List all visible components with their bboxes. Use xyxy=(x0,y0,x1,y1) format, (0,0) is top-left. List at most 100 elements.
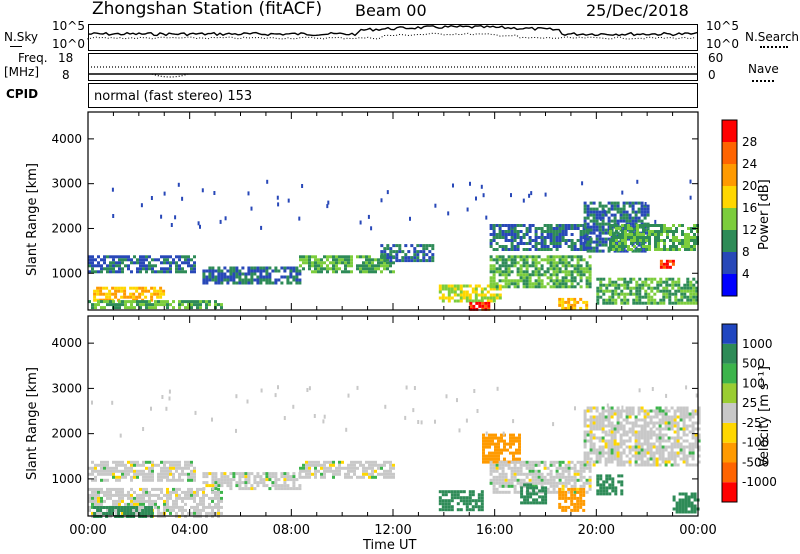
power-region-5 xyxy=(380,244,435,263)
nsky-panel xyxy=(88,24,698,51)
power-scatter xyxy=(111,179,692,232)
freq-label-1: Freq. xyxy=(18,51,48,65)
colorbar-tick-label: 24 xyxy=(742,157,757,171)
colorbar-tick-label: 16 xyxy=(742,201,757,215)
colorbar-tick-label: -1000 xyxy=(742,475,777,489)
velocity-ylabel: Slant Range [km] xyxy=(25,367,40,480)
velocity-region-4 xyxy=(299,460,395,479)
colorbar-tick-label: 1000 xyxy=(742,337,773,351)
date-label: 25/Dec/2018 xyxy=(586,1,689,20)
colorbar-segment xyxy=(722,403,737,423)
nave-tick-low: 0 xyxy=(708,68,716,82)
velocity-region-3 xyxy=(202,472,302,491)
velocity-region-11 xyxy=(596,474,624,496)
nsky-legend-line xyxy=(10,46,22,47)
velocity-region-5 xyxy=(438,490,484,512)
velocity-region-7 xyxy=(489,460,592,494)
nave-tick-high: 60 xyxy=(708,51,724,65)
colorbar-tick-label: 500 xyxy=(742,357,765,371)
colorbar-segment xyxy=(722,482,737,502)
nave-legend-line xyxy=(752,80,774,82)
colorbar-segment xyxy=(722,120,737,142)
colorbar-tick-label: 4 xyxy=(742,267,750,281)
cpid-text: normal (fast stereo) 153 xyxy=(94,89,253,104)
freq-label-2: [MHz] xyxy=(4,65,40,79)
colorbar-frame xyxy=(721,119,738,297)
y-tick-label: 4000 xyxy=(51,336,82,350)
power-colorbar-label: Power [dB] xyxy=(757,179,772,250)
x-tick-label: 08:00 xyxy=(273,523,310,538)
nsearch-trace xyxy=(87,32,697,40)
velocity-region-10 xyxy=(583,406,701,467)
colorbar-tick-label: 12 xyxy=(742,223,757,237)
nsky-tick-high: 10^5 xyxy=(52,19,85,33)
colorbar-segment xyxy=(722,363,737,384)
power-region-1 xyxy=(93,286,166,302)
freq-tick-high: 18 xyxy=(58,51,74,65)
colorbar-segment xyxy=(722,324,737,344)
colorbar-segment xyxy=(722,343,737,364)
nsearch-tick-high: 10^5 xyxy=(706,19,739,33)
colorbar-segment xyxy=(722,142,737,164)
power-region-0 xyxy=(88,255,196,274)
power-region-9 xyxy=(489,224,592,251)
velocity-colorbar-label: Velocity [m s⁻¹] xyxy=(757,366,772,467)
x-axis-label: Time UT xyxy=(363,538,417,553)
power-region-7 xyxy=(469,301,491,311)
beam-label: Beam 00 xyxy=(355,1,427,20)
nave-dip xyxy=(151,73,189,78)
velocity-region-8 xyxy=(520,483,548,505)
power-region-10 xyxy=(558,297,589,310)
x-tick-label: 12:00 xyxy=(374,523,411,538)
velocity-scatter xyxy=(91,385,699,438)
nsky-label: N.Sky xyxy=(4,30,39,44)
colorbar-tick-label: 100 xyxy=(742,376,765,390)
colorbar-segment xyxy=(722,186,737,208)
power-ylabel: Slant Range [km] xyxy=(25,163,40,276)
nsearch-label: N.Search xyxy=(745,30,800,44)
nsky-trace xyxy=(87,24,698,37)
y-tick-label: 4000 xyxy=(51,132,82,146)
station-title: Zhongshan Station (fitACF) xyxy=(92,0,323,19)
colorbar-segment xyxy=(722,462,737,483)
x-tick-label: 16:00 xyxy=(476,523,513,538)
nsearch-tick-low: 10^0 xyxy=(706,37,739,51)
colorbar-segment xyxy=(722,252,737,274)
power-region-13 xyxy=(596,277,699,305)
x-tick-label: 20:00 xyxy=(578,523,615,538)
y-tick-label: 2000 xyxy=(51,427,82,441)
y-tick-label: 2000 xyxy=(51,221,82,235)
colorbar-tick-label: -100 xyxy=(742,436,769,450)
colorbar-segment xyxy=(722,422,737,443)
y-tick-label: 1000 xyxy=(51,472,82,486)
power-region-14 xyxy=(659,259,675,269)
colorbar-frame xyxy=(721,323,738,503)
velocity-region-0 xyxy=(88,460,196,482)
y-tick-label: 3000 xyxy=(51,177,82,191)
velocity-region-9 xyxy=(558,487,586,512)
colorbar-tick-label: -25 xyxy=(742,416,762,430)
x-tick-label: 00:00 xyxy=(679,523,716,538)
cpid-label: CPID xyxy=(6,87,39,101)
freq-tick-low: 8 xyxy=(62,68,70,82)
colorbar-tick-label: 8 xyxy=(742,245,750,259)
x-tick-label: 00:00 xyxy=(69,523,106,538)
power-region-2 xyxy=(88,300,223,310)
colorbar-segment xyxy=(722,164,737,186)
y-tick-label: 3000 xyxy=(51,381,82,395)
colorbar-tick-label: 20 xyxy=(742,179,757,193)
nave-label: Nave xyxy=(748,62,779,76)
colorbar-tick-label: 28 xyxy=(742,135,757,149)
velocity-region-12 xyxy=(672,492,700,514)
colorbar-tick-label: 25 xyxy=(742,396,757,410)
velocity-region-6 xyxy=(482,433,521,464)
nsky-tick-low: 10^0 xyxy=(52,37,85,51)
colorbar-segment xyxy=(722,274,737,296)
colorbar-segment xyxy=(722,208,737,230)
colorbar-tick-label: -500 xyxy=(742,455,769,469)
colorbar-segment xyxy=(722,230,737,252)
power-region-8 xyxy=(489,255,592,289)
colorbar-segment xyxy=(722,383,737,404)
y-tick-label: 1000 xyxy=(51,266,82,280)
